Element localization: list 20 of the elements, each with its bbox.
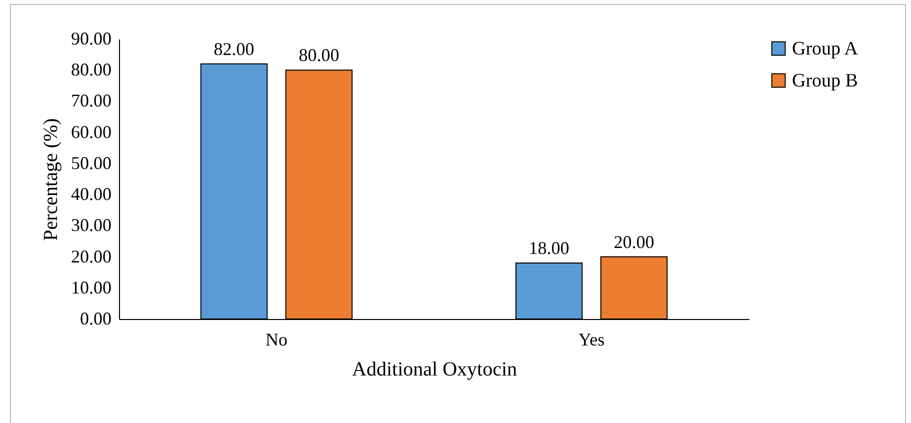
y-tick-label: 60.00 bbox=[71, 122, 112, 142]
data-label: 18.00 bbox=[528, 238, 570, 258]
y-tick-label: 0.00 bbox=[80, 308, 112, 328]
x-tick-label: Yes bbox=[578, 330, 605, 350]
y-tick-label: 50.00 bbox=[71, 152, 112, 173]
data-label: 82.00 bbox=[214, 38, 254, 59]
legend-label: Group B bbox=[792, 70, 858, 92]
x-axis-title: Additional Oxytocin bbox=[352, 358, 517, 380]
y-tick-label: 40.00 bbox=[71, 184, 112, 204]
data-label: 80.00 bbox=[298, 45, 340, 66]
y-tick-label: 20.00 bbox=[71, 246, 112, 266]
y-tick-label: 30.00 bbox=[71, 215, 112, 236]
y-tick-label: 70.00 bbox=[71, 90, 112, 111]
data-label: 20.00 bbox=[614, 232, 654, 252]
y-tick-label: 80.00 bbox=[71, 60, 112, 80]
y-tick-label: 10.00 bbox=[71, 277, 112, 298]
x-tick-label: No bbox=[266, 330, 288, 350]
y-axis-title: Percentage (%) bbox=[40, 118, 62, 241]
legend-label: Group A bbox=[792, 38, 858, 60]
y-tick-label: 90.00 bbox=[71, 28, 112, 48]
